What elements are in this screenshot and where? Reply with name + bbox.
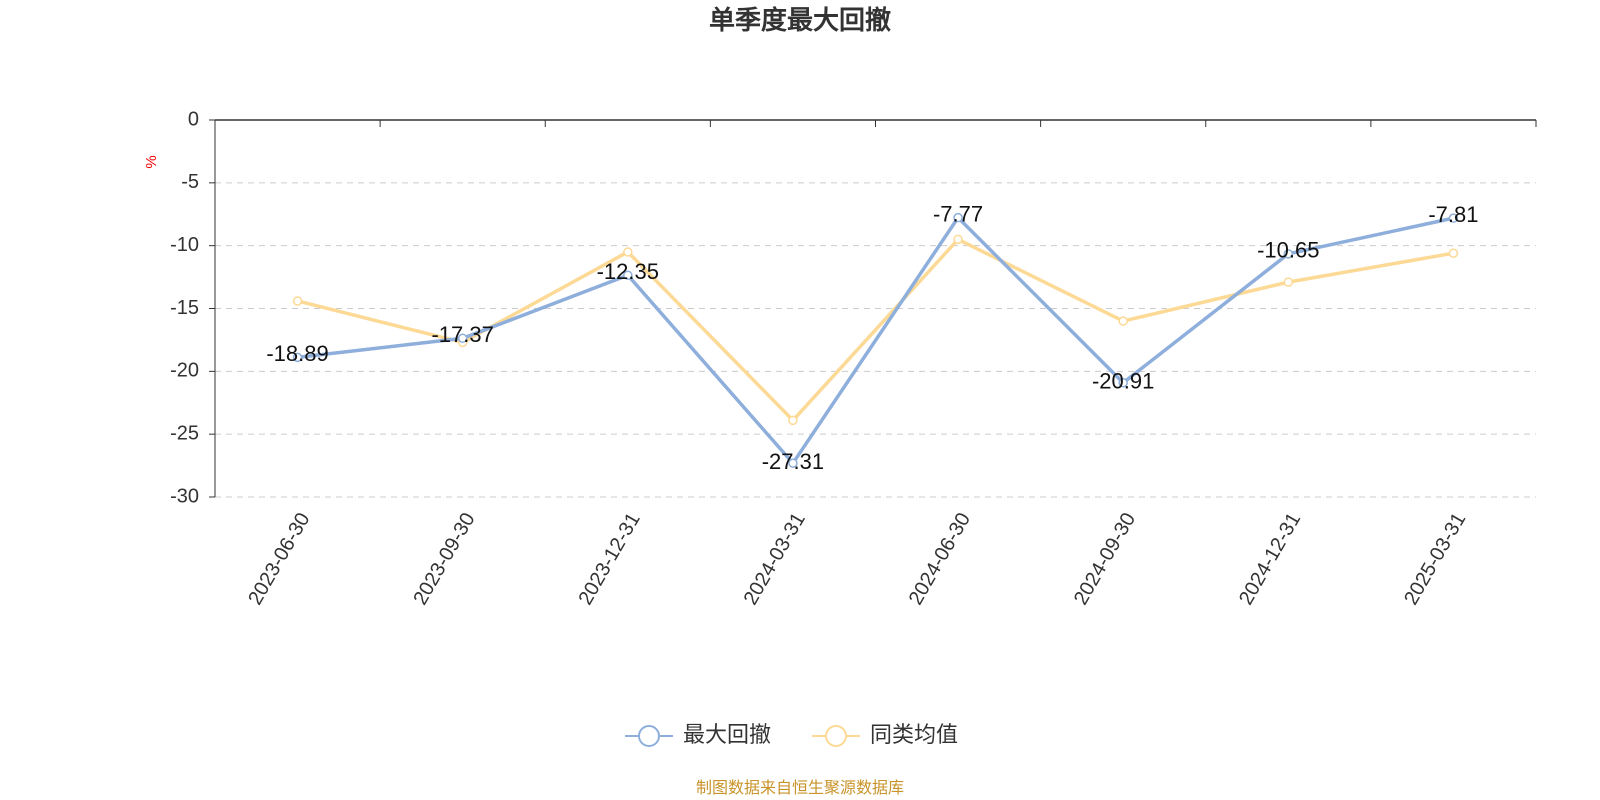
data-point bbox=[292, 296, 303, 306]
data-point bbox=[788, 458, 798, 468]
y-tick-label: -10 bbox=[170, 234, 199, 256]
legend-label: 同类均值 bbox=[870, 722, 958, 747]
data-point bbox=[1448, 248, 1459, 258]
x-tick-label: 2023-09-30 bbox=[409, 509, 479, 609]
y-tick-label: -25 bbox=[170, 422, 199, 444]
data-label: -10.65 bbox=[1257, 238, 1319, 263]
data-point bbox=[1118, 316, 1128, 326]
data-label: -12.35 bbox=[597, 259, 659, 284]
y-tick-label: -20 bbox=[170, 360, 199, 382]
x-tick-label: 2023-12-31 bbox=[575, 509, 645, 609]
data-label: -27.31 bbox=[762, 449, 824, 474]
data-label: -17.37 bbox=[431, 322, 493, 347]
data-label: -18.89 bbox=[266, 341, 328, 366]
x-tick-label: 2023-06-30 bbox=[244, 509, 314, 609]
y-tick-label: -15 bbox=[170, 297, 199, 319]
data-label: -7.77 bbox=[933, 201, 983, 226]
x-tick-label: 2024-03-31 bbox=[740, 509, 810, 609]
data-point bbox=[292, 352, 303, 363]
data-point bbox=[623, 270, 633, 280]
legend-marker bbox=[638, 725, 660, 747]
data-point bbox=[623, 247, 633, 257]
data-point bbox=[1283, 277, 1294, 287]
x-tick-label: 2024-12-31 bbox=[1235, 509, 1305, 609]
data-point bbox=[1118, 378, 1128, 388]
series-line bbox=[297, 214, 1454, 467]
x-tick-label: 2025-03-31 bbox=[1400, 509, 1470, 609]
legend-label: 最大回撤 bbox=[683, 722, 771, 747]
data-point bbox=[788, 415, 798, 426]
data-point bbox=[953, 234, 963, 245]
y-tick-label: -5 bbox=[181, 171, 199, 193]
data-point bbox=[1448, 213, 1459, 223]
data-label: -20.91 bbox=[1092, 369, 1154, 394]
data-point bbox=[1283, 249, 1294, 259]
data-point bbox=[457, 333, 468, 344]
x-tick-label: 2024-06-30 bbox=[905, 509, 975, 609]
data-point bbox=[953, 212, 963, 223]
y-tick-label: -30 bbox=[170, 485, 199, 507]
legend-marker bbox=[825, 725, 847, 747]
x-tick-label: 2024-09-30 bbox=[1070, 509, 1140, 609]
data-label: -7.81 bbox=[1428, 202, 1478, 227]
y-tick-label: 0 bbox=[188, 108, 199, 130]
y-axis-label: % bbox=[143, 155, 160, 168]
source-note: 制图数据来自恒生聚源数据库 bbox=[696, 779, 904, 797]
chart-title: 单季度最大回撤 bbox=[709, 5, 891, 35]
